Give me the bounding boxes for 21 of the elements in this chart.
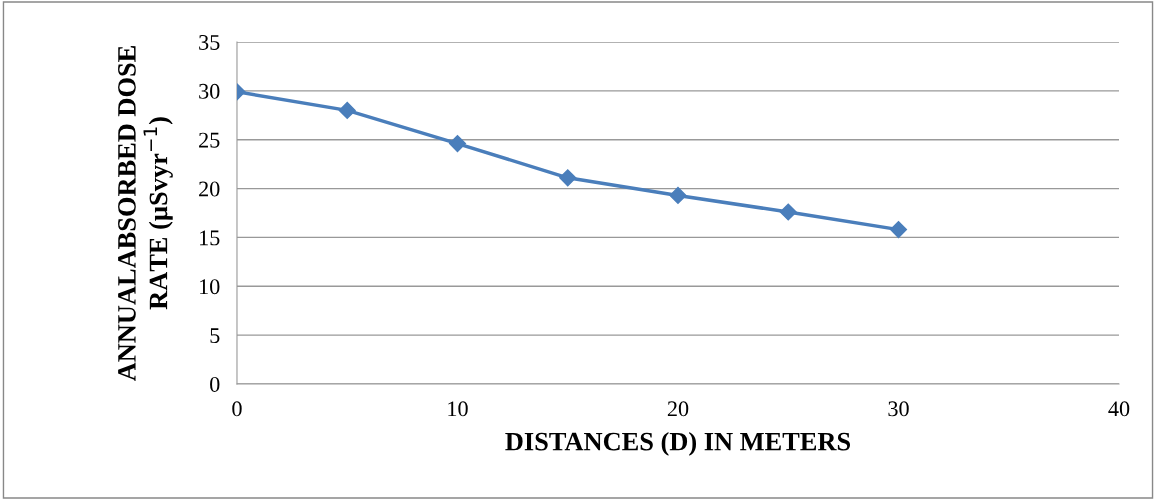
x-tick-label: 30 xyxy=(888,401,909,417)
y-tick-label: 25 xyxy=(199,132,220,148)
y-tick-label: 35 xyxy=(199,34,220,50)
point xyxy=(448,135,467,153)
y-tick-label: 10 xyxy=(200,279,220,295)
point xyxy=(559,169,577,187)
point xyxy=(338,101,356,119)
y-tick-label: 5 xyxy=(210,328,220,344)
x-tick-label: 40 xyxy=(1108,401,1130,417)
point xyxy=(779,203,797,221)
y-axis-title: ANNUALABSORBED DOSE RATE (µSvyr$^{−1}$) xyxy=(118,46,173,381)
y-tick-label: 0 xyxy=(210,376,220,392)
point xyxy=(669,186,687,204)
x-tick-label: 10 xyxy=(448,401,468,417)
point xyxy=(889,221,908,239)
x-tick-label: 0 xyxy=(232,401,242,417)
y-tick-label: 30 xyxy=(199,83,220,99)
y-tick-label: 15 xyxy=(200,230,220,246)
x-tick-label: 20 xyxy=(667,401,689,417)
y-tick-label: 20 xyxy=(199,181,220,197)
x-axis-title: DISTANCES (D) IN METERS xyxy=(505,431,851,456)
